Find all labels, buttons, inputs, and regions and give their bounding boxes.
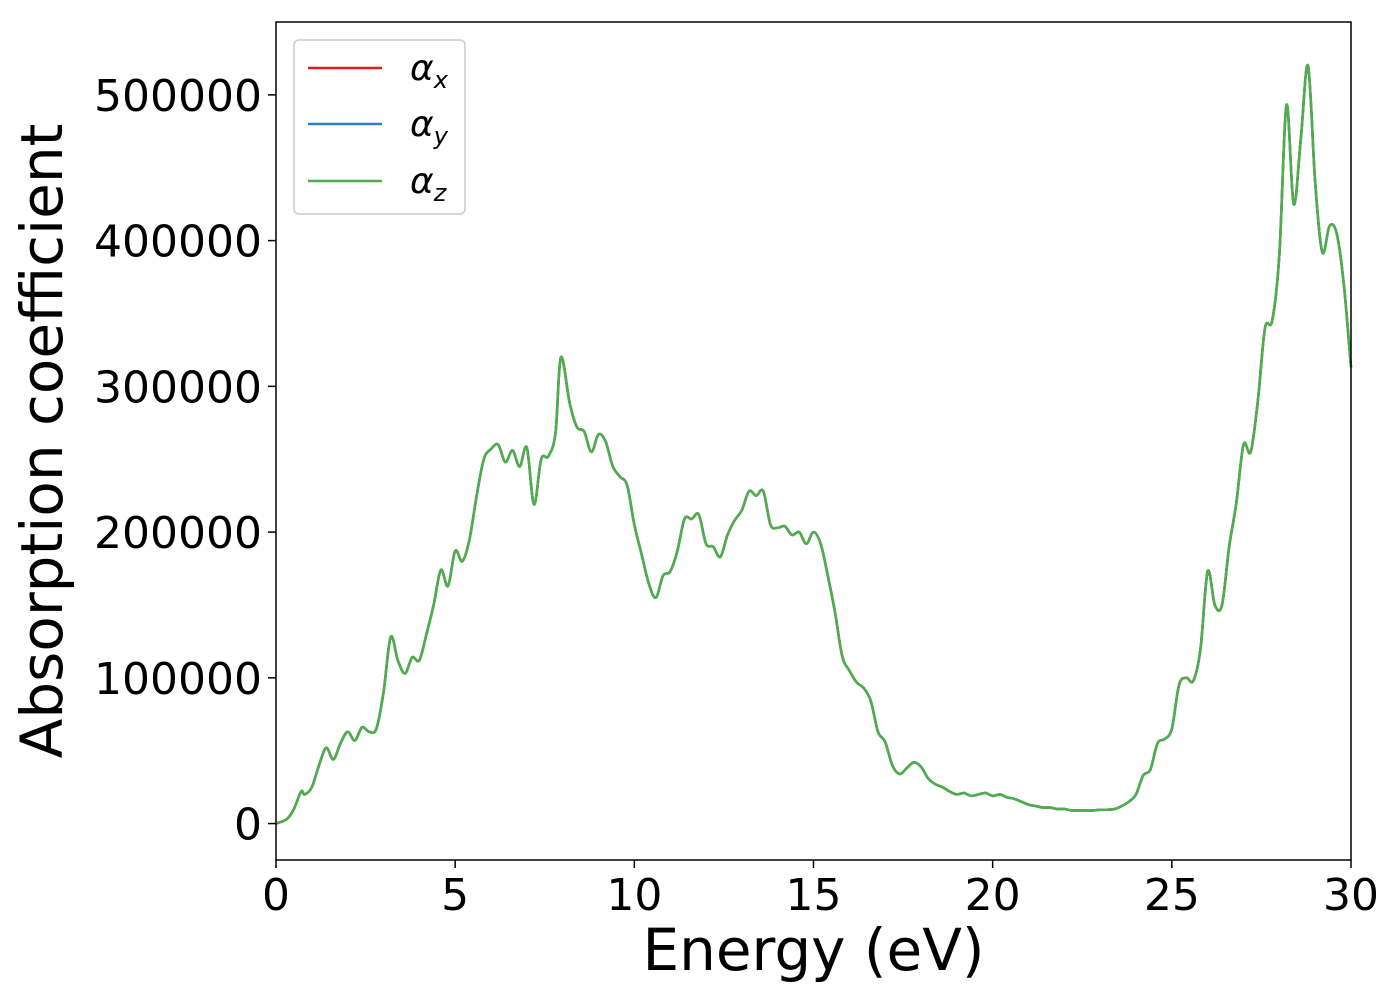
plot-frame bbox=[275, 21, 1352, 861]
legend-label-1: αy bbox=[410, 104, 449, 150]
y-tick-label: 500000 bbox=[94, 71, 262, 122]
x-axis-ticks: 0 5 10 15 20 25 30 bbox=[262, 860, 1379, 921]
x-tick-label: 20 bbox=[965, 870, 1021, 921]
legend-subscript: x bbox=[433, 66, 449, 94]
legend-box bbox=[293, 39, 466, 215]
y-tick-label: 200000 bbox=[94, 508, 262, 559]
legend-symbol: α bbox=[410, 161, 434, 202]
y-tick-label: 0 bbox=[234, 800, 262, 851]
series-layer bbox=[275, 64, 1353, 825]
legend-symbol: α bbox=[410, 104, 434, 145]
x-tick-label: 30 bbox=[1323, 870, 1379, 921]
legend-label-0: αx bbox=[410, 48, 449, 94]
y-axis-label: Absorption coefficient bbox=[8, 124, 76, 759]
x-tick-label: 10 bbox=[606, 870, 662, 921]
legend-subscript: y bbox=[433, 122, 449, 150]
series-line-2 bbox=[275, 64, 1353, 825]
x-axis-label: Energy (eV) bbox=[642, 916, 984, 984]
legend-symbol: α bbox=[410, 48, 434, 89]
legend-label-2: αz bbox=[410, 161, 448, 207]
y-tick-label: 300000 bbox=[94, 362, 262, 413]
y-tick-label: 400000 bbox=[94, 217, 262, 268]
legend-subscript: z bbox=[433, 179, 448, 207]
x-tick-label: 25 bbox=[1144, 870, 1200, 921]
x-tick-label: 0 bbox=[262, 870, 290, 921]
x-tick-label: 15 bbox=[786, 870, 842, 921]
y-tick-label: 100000 bbox=[94, 654, 262, 705]
x-tick-label: 5 bbox=[441, 870, 469, 921]
y-axis-ticks: 0 100000 200000 300000 400000 500000 bbox=[94, 71, 276, 851]
